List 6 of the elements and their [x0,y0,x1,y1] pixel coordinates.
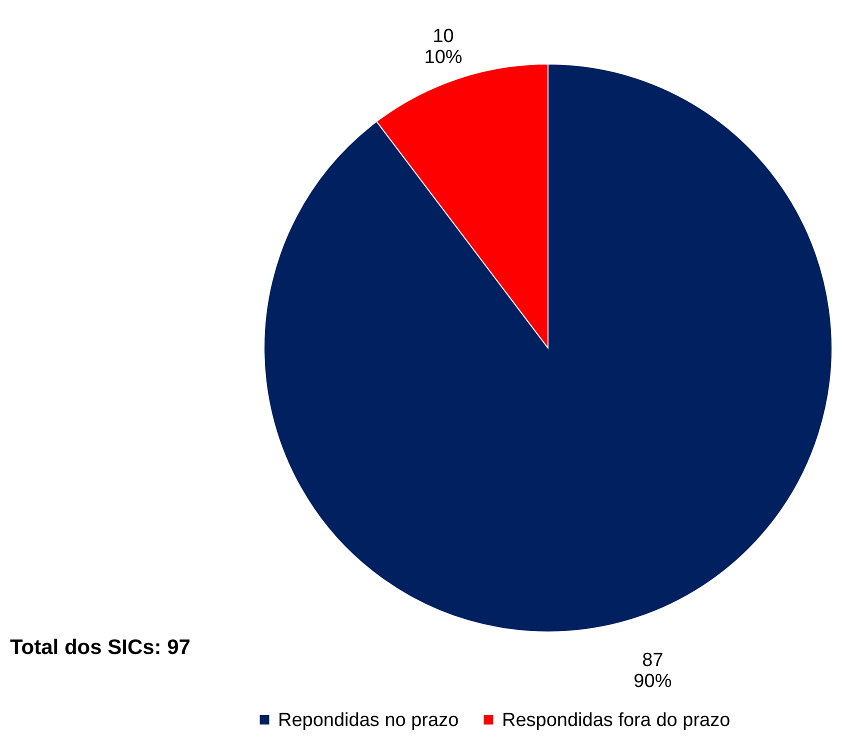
legend-label: Respondidas fora do prazo [502,710,730,731]
legend-label: Repondidas no prazo [278,710,459,731]
data-label: 10 10% [424,26,462,68]
data-label: 87 90% [634,650,672,692]
text: Total dos SICs: 97 [10,636,190,659]
pie-slice [264,64,832,632]
